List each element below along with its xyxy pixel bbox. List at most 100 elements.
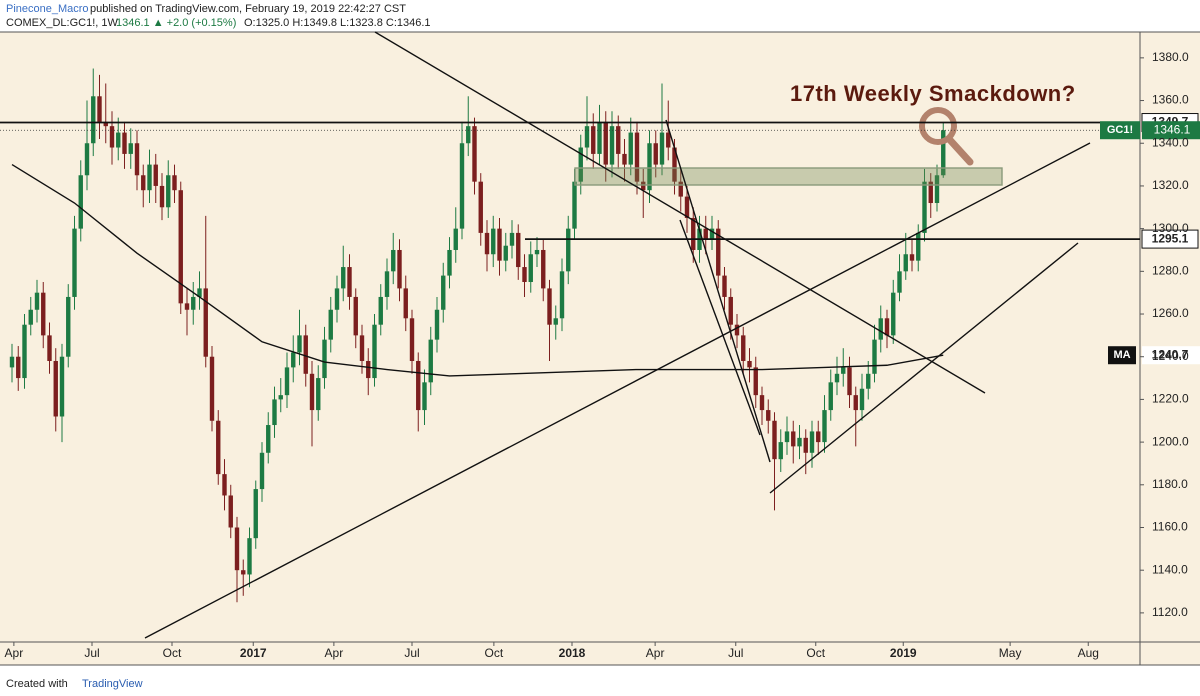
candle-body [628, 132, 633, 165]
candle-body [584, 126, 590, 148]
candle-body [909, 254, 915, 261]
candle-body [28, 309, 33, 325]
ma-name-label: MA [1113, 349, 1130, 361]
ohlc: O:1325.0 H:1349.8 L:1323.8 C:1346.1 [244, 17, 431, 29]
candle-body [453, 228, 458, 250]
candle-body [503, 245, 508, 261]
candle-body [541, 249, 546, 289]
candle-body [472, 126, 477, 182]
candle-body [797, 437, 802, 447]
candle-body [778, 442, 783, 460]
candle-body [134, 143, 140, 176]
candle-body [566, 228, 571, 272]
candle-body [547, 288, 552, 325]
candle-body [422, 382, 427, 411]
candle-body [822, 410, 827, 443]
supply-zone [574, 167, 1003, 186]
candle-body [491, 228, 496, 255]
candle-body [266, 425, 271, 453]
candle-body [784, 431, 790, 443]
footer-brand[interactable]: TradingView [82, 678, 143, 690]
x-tick-label: Oct [485, 646, 504, 660]
change: 1346.1 ▲ +2.0 (+0.15%) [116, 17, 236, 29]
candle-body [403, 288, 408, 319]
candle-body [891, 292, 896, 336]
candle-body [834, 373, 840, 383]
y-tick-label: 1300.0 [1152, 221, 1189, 235]
candle-body [409, 318, 415, 361]
candle-body [809, 431, 815, 453]
candle-body [678, 181, 683, 197]
candle-body [441, 275, 446, 310]
candle-body [497, 228, 502, 261]
candle-body [328, 309, 333, 340]
x-tick-label: Jul [404, 646, 419, 660]
y-tick-label: 1160.0 [1152, 520, 1188, 534]
candle-body [247, 538, 252, 575]
candle-body [853, 395, 858, 411]
candle-body [41, 292, 46, 336]
candle-body [647, 143, 652, 191]
candle-body [72, 228, 77, 297]
candle-body [672, 147, 677, 182]
candle-body [734, 324, 740, 336]
candle-body [459, 143, 465, 229]
candle-body [803, 437, 808, 453]
candle-body [759, 395, 765, 411]
last-name-label: GC1! [1107, 124, 1133, 136]
candle-body [416, 360, 421, 411]
candle-body [897, 271, 902, 293]
candle-body [216, 420, 221, 475]
last-name-box [1100, 121, 1140, 140]
candle-body [484, 232, 490, 255]
x-tick-label: Oct [806, 646, 825, 660]
candle-body [684, 196, 690, 218]
candle-body [59, 356, 65, 417]
candle-body [622, 153, 627, 165]
candle-body [197, 288, 202, 297]
candle-body [703, 228, 708, 240]
candle-body [372, 324, 377, 379]
candle-body [284, 367, 290, 396]
candle-body [228, 495, 233, 528]
x-tick-label: Apr [5, 646, 24, 660]
candle-body [509, 232, 515, 246]
candle-body [791, 431, 796, 447]
candle-body [334, 288, 340, 310]
candle-body [347, 267, 352, 297]
drawings [144, 31, 1091, 639]
candle-body [341, 267, 346, 289]
candle-body [447, 249, 452, 276]
candle-body [709, 228, 715, 240]
candle-body [753, 367, 758, 396]
candle-body [603, 121, 608, 165]
candle-body [772, 420, 777, 460]
candle-body [378, 296, 383, 325]
candle-body [116, 132, 121, 148]
candle-body [828, 382, 833, 411]
x-tick-label: Jul [728, 646, 743, 660]
candle-body [234, 527, 240, 571]
candle-body [397, 249, 402, 289]
candle-body [241, 570, 246, 575]
candle-body [691, 217, 696, 250]
candle-body [122, 132, 127, 154]
candle-body [841, 367, 846, 374]
candle-body [22, 324, 27, 379]
trend-line [665, 119, 771, 463]
author[interactable]: Pinecone_Macro [6, 3, 89, 15]
y-tick-label: 1340.0 [1152, 135, 1189, 149]
x-tick-label: Apr [646, 646, 665, 660]
magnifier-icon [919, 107, 957, 145]
candle-body [553, 318, 558, 325]
candle-body [516, 232, 521, 268]
candle-body [928, 181, 933, 204]
last-price-box [1142, 121, 1200, 140]
candle-body [297, 335, 302, 353]
y-tick-label: 1240.0 [1152, 349, 1189, 363]
candle-body [366, 360, 371, 379]
published: published on TradingView.com, February 1… [90, 3, 406, 15]
ma-value-label: 1240.7 [1152, 347, 1189, 361]
trend-line [769, 242, 1079, 494]
level-label: 1295.1 [1152, 231, 1189, 245]
